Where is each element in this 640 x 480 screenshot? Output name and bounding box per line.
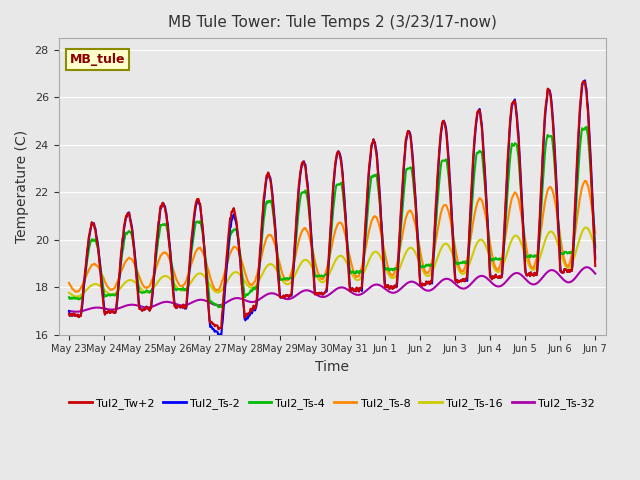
Title: MB Tule Tower: Tule Temps 2 (3/23/17-now): MB Tule Tower: Tule Temps 2 (3/23/17-now… [168,15,497,30]
X-axis label: Time: Time [315,360,349,374]
Legend: Tul2_Tw+2, Tul2_Ts-2, Tul2_Ts-4, Tul2_Ts-8, Tul2_Ts-16, Tul2_Ts-32: Tul2_Tw+2, Tul2_Ts-2, Tul2_Ts-4, Tul2_Ts… [65,394,600,413]
Y-axis label: Temperature (C): Temperature (C) [15,130,29,243]
Text: MB_tule: MB_tule [70,53,125,66]
